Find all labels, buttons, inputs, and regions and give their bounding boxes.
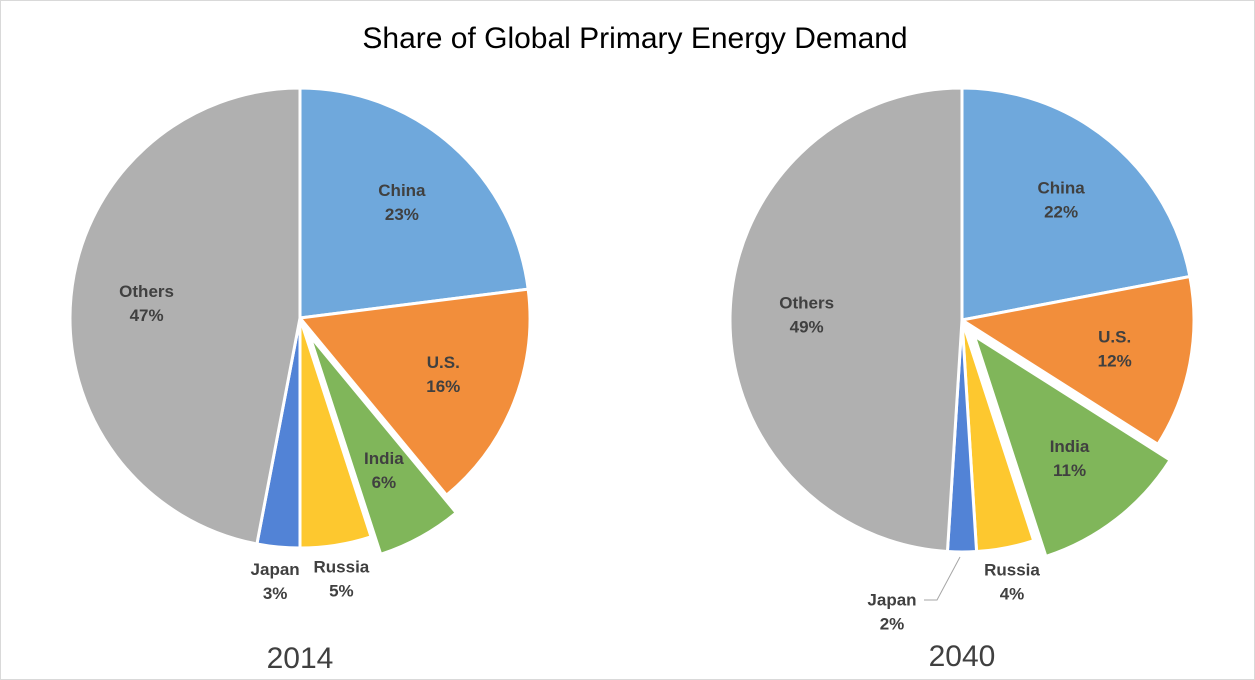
- slice-value-label: 22%: [1044, 203, 1078, 222]
- slice-value-label: 49%: [790, 318, 824, 337]
- slice-label: Japan: [867, 590, 916, 609]
- slice-label: Others: [119, 282, 174, 301]
- slice-label: India: [364, 449, 404, 468]
- chart-title: Share of Global Primary Energy Demand: [362, 22, 907, 55]
- pie-slice: [971, 332, 1173, 559]
- slice-value-label: 6%: [372, 473, 397, 492]
- pie-slice: [297, 287, 532, 498]
- pie-slice: [68, 86, 302, 546]
- slice-value-label: 5%: [329, 582, 354, 601]
- slice-label: India: [1050, 437, 1090, 456]
- slice-value-label: 3%: [263, 584, 288, 603]
- slice-value-label: 11%: [1053, 461, 1086, 480]
- slice-label: U.S.: [427, 353, 460, 372]
- pie-slice: [960, 86, 1192, 322]
- slice-value-label: 23%: [385, 205, 419, 224]
- slice-label: U.S.: [1098, 328, 1131, 347]
- slice-value-label: 47%: [130, 306, 164, 325]
- slice-label: Russia: [984, 561, 1040, 580]
- leader-line: [924, 556, 961, 601]
- slice-value-label: 16%: [426, 377, 460, 396]
- pie-slice: [308, 334, 459, 557]
- slice-label: China: [378, 181, 426, 200]
- pie-title: 2040: [929, 640, 996, 673]
- slice-label: Others: [779, 294, 834, 313]
- pie-title: 2014: [267, 642, 334, 675]
- slice-value-label: 4%: [1000, 585, 1025, 604]
- pie-slice: [728, 86, 964, 554]
- pie-slice: [957, 274, 1196, 447]
- slice-label: Russia: [314, 558, 370, 577]
- slice-label: Japan: [251, 560, 300, 579]
- slice-value-label: 2%: [880, 614, 905, 633]
- pie-slice: [298, 86, 530, 320]
- slice-label: China: [1037, 179, 1085, 198]
- slice-value-label: 12%: [1098, 352, 1132, 371]
